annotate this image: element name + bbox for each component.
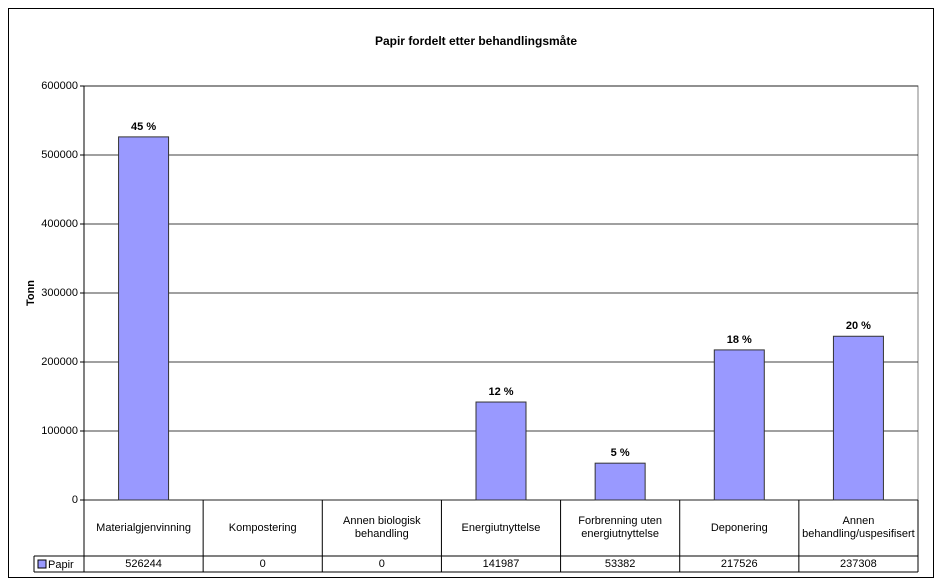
value-cell: 237308: [840, 557, 877, 570]
y-tick-label: 200000: [41, 356, 78, 368]
bar: [475, 401, 527, 501]
y-tick-label: 0: [72, 494, 78, 506]
legend-label: Papir: [48, 559, 74, 571]
value-cell: 141987: [482, 557, 520, 570]
bar: [713, 349, 765, 501]
y-axis-label: Tonn: [25, 280, 37, 306]
y-tick-label: 600000: [41, 80, 78, 92]
y-tick-label: 300000: [41, 287, 78, 299]
bar: [832, 335, 884, 501]
category-cell: Energiutnyttelse: [461, 521, 541, 534]
category-cell: Annen behandling/uspesifisert: [802, 515, 915, 540]
value-cell: 217526: [720, 557, 758, 570]
category-cell: Annen biologisk behandling: [343, 515, 421, 540]
category-cell: Forbrenning uten energiutnyttelse: [578, 515, 663, 540]
legend-swatch: [37, 559, 47, 569]
y-tick-label: 100000: [41, 425, 78, 437]
category-cell: Materialgjenvinning: [96, 521, 191, 534]
bar: [118, 136, 170, 501]
data-label: 45 %: [131, 121, 156, 133]
data-label: 18 %: [727, 334, 752, 346]
data-label: 12 %: [488, 386, 513, 398]
y-tick-label: 500000: [41, 149, 78, 161]
value-cell: 53382: [604, 557, 636, 570]
data-label: 20 %: [846, 320, 871, 332]
y-tick-label: 400000: [41, 218, 78, 230]
chart-title: Papir fordelt etter behandlingsmåte: [375, 34, 577, 48]
value-cell: 0: [378, 557, 385, 570]
category-cell: Kompostering: [228, 521, 297, 534]
bar: [594, 462, 646, 501]
value-cell: 0: [259, 557, 266, 570]
data-label: 5 %: [611, 447, 630, 459]
category-cell: Deponering: [710, 521, 768, 534]
value-cell: 526244: [125, 557, 162, 570]
